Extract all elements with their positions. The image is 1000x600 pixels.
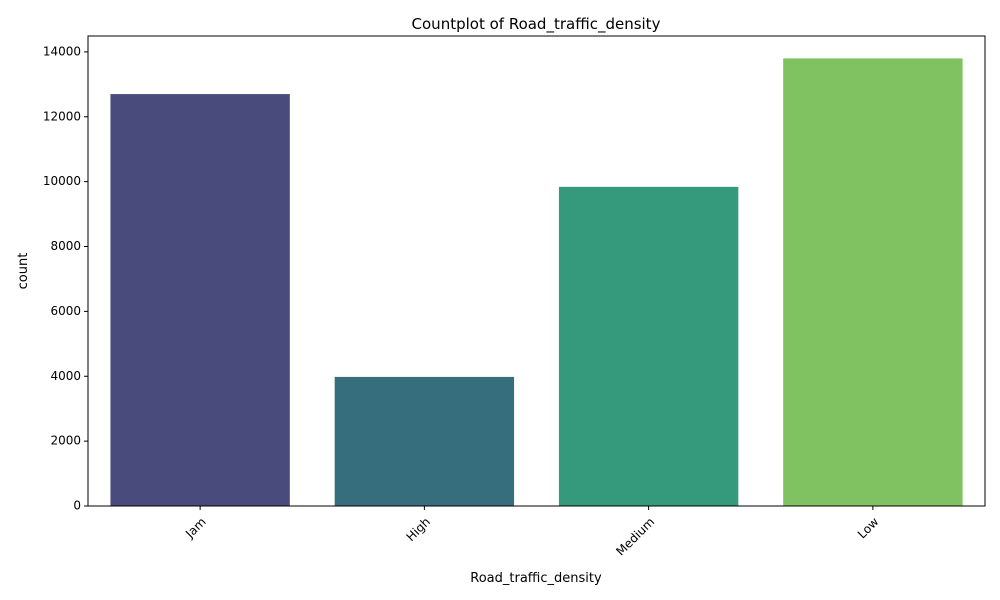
- y-tick-label-14000: 14000: [43, 44, 81, 58]
- bar-low: [783, 58, 963, 506]
- bar-medium: [558, 186, 739, 506]
- y-tick-label-6000: 6000: [50, 304, 81, 318]
- y-tick-label-2000: 2000: [50, 434, 81, 448]
- x-tick-label-high: High: [404, 515, 433, 544]
- plot-frame: [87, 35, 986, 507]
- y-tick-label-0: 0: [73, 499, 81, 513]
- y-axis: 0 2000 4000 6000 8000 10000 12000 14000: [43, 44, 88, 513]
- bar-jam: [110, 94, 290, 506]
- bar-high: [334, 376, 515, 506]
- x-axis-label: Road_traffic_density: [470, 571, 602, 586]
- y-tick-label-4000: 4000: [50, 369, 81, 383]
- x-axis: Jam High Medium Low: [182, 506, 882, 559]
- y-tick-label-12000: 12000: [43, 109, 81, 123]
- y-tick-label-10000: 10000: [43, 174, 81, 188]
- chart-title: Countplot of Road_traffic_density: [412, 15, 661, 34]
- y-tick-label-8000: 8000: [50, 239, 81, 253]
- x-tick-label-low: Low: [855, 515, 882, 542]
- x-tick-label-jam: Jam: [182, 515, 209, 542]
- bars-group: [110, 58, 963, 506]
- y-axis-label: count: [16, 253, 31, 290]
- x-tick-label-medium: Medium: [613, 515, 657, 559]
